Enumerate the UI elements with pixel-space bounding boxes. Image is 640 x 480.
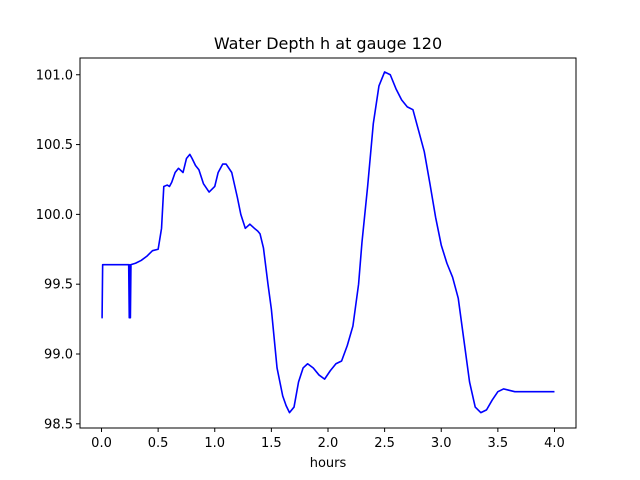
y-tick-label: 99.5 bbox=[44, 278, 73, 293]
x-tick-label: 2.0 bbox=[318, 436, 339, 451]
x-tick-label: 3.0 bbox=[431, 436, 452, 451]
x-tick-label: 1.5 bbox=[261, 436, 282, 451]
y-axis: 98.5 99.0 99.5 100.0 100.5 101.0 bbox=[36, 68, 80, 432]
x-tick-label: 0.0 bbox=[91, 436, 112, 451]
chart-title: Water Depth h at gauge 120 bbox=[214, 34, 442, 53]
x-tick-label: 2.5 bbox=[374, 436, 395, 451]
x-tick-label: 0.5 bbox=[148, 436, 169, 451]
x-axis-label: hours bbox=[310, 456, 347, 471]
plot-area bbox=[101, 71, 555, 414]
y-tick-label: 99.0 bbox=[44, 348, 73, 363]
y-tick-label: 101.0 bbox=[36, 68, 73, 83]
y-tick-label: 98.5 bbox=[44, 417, 73, 432]
x-tick-label: 4.0 bbox=[544, 436, 565, 451]
y-tick-label: 100.0 bbox=[36, 208, 73, 223]
y-tick-label: 100.5 bbox=[36, 138, 73, 153]
x-tick-label: 3.5 bbox=[488, 436, 509, 451]
series-line-0 bbox=[101, 71, 555, 414]
x-tick-label: 1.0 bbox=[204, 436, 225, 451]
x-axis: 0.0 0.5 1.0 1.5 2.0 2.5 3.0 3.5 4.0 bbox=[91, 428, 565, 451]
